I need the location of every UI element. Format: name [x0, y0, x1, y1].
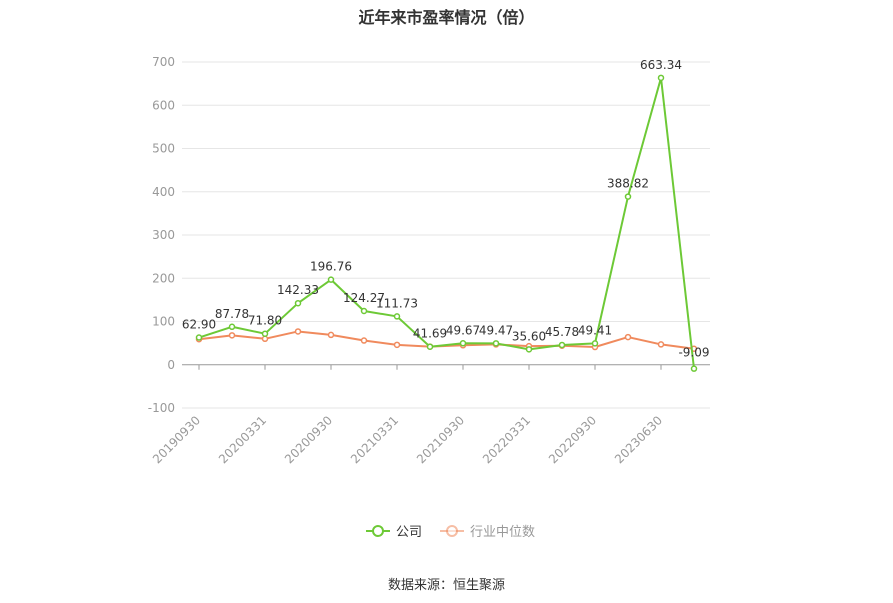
data-label: 35.60 [512, 329, 546, 343]
grid-lines [182, 61, 710, 409]
data-label: 49.47 [479, 323, 513, 337]
data-point-0 [426, 343, 434, 350]
data-point-1 [228, 332, 236, 339]
y-tick-label: 100 [152, 315, 175, 329]
data-point-1 [657, 341, 665, 348]
data-label: 49.67 [446, 323, 480, 337]
data-point-1 [294, 328, 302, 335]
data-point-0 [261, 330, 269, 337]
legend-label: 公司 [396, 525, 422, 540]
x-tick-label: 20200331 [216, 413, 269, 466]
legend-item-1[interactable]: 行业中位数 [440, 525, 535, 540]
data-point-0 [327, 276, 335, 283]
legend-swatch-marker [446, 525, 458, 537]
data-label: 124.27 [343, 291, 385, 305]
x-tick-label: 20190930 [150, 413, 203, 466]
data-point-0 [558, 341, 566, 349]
data-point-0 [228, 323, 236, 331]
data-point-0 [525, 346, 533, 353]
data-point-0 [459, 340, 467, 347]
y-tick-label: 700 [152, 55, 175, 69]
data-point-0 [690, 365, 698, 372]
x-tick-label: 20200930 [282, 413, 335, 466]
x-tick-label: 20230630 [612, 413, 665, 466]
chart-title: 近年来市盈率情况（倍） [358, 8, 535, 27]
data-point-0 [294, 299, 302, 307]
data-label: 111.73 [376, 296, 418, 310]
y-tick-label: 200 [152, 271, 175, 285]
x-tick-label: 20210331 [348, 413, 401, 466]
data-point-1 [360, 337, 368, 344]
legend[interactable]: 公司 行业中位数 [366, 525, 535, 540]
y-tick-label: 300 [152, 228, 175, 242]
data-label: 49.41 [578, 323, 612, 337]
source-note: 数据来源：恒生聚源 [387, 578, 505, 593]
axes: -100 0 100 200 300 400 500 600 700 20190930 202003… [148, 55, 710, 466]
x-tick-label: 20220331 [480, 413, 533, 466]
data-point-0 [393, 313, 401, 320]
data-point-1 [624, 333, 632, 341]
legend-label: 行业中位数 [470, 525, 535, 540]
series-line-0 [198, 76, 695, 369]
data-label: 41.69 [413, 327, 447, 341]
data-point-0 [360, 307, 368, 315]
y-tick-label: 0 [167, 358, 175, 372]
data-label: 87.78 [215, 307, 249, 321]
data-label: 142.33 [277, 283, 319, 297]
legend-item-0[interactable]: 公司 [366, 525, 422, 540]
data-label: 388.82 [607, 177, 649, 191]
data-point-0 [195, 334, 203, 341]
y-tick-label: 600 [152, 98, 175, 112]
data-label: -9.09 [678, 346, 709, 360]
series-layer [195, 74, 698, 372]
data-label: 196.76 [310, 260, 352, 274]
data-label: 62.90 [182, 318, 216, 332]
legend-swatch-marker [372, 525, 384, 537]
x-tick-label: 20220930 [546, 413, 599, 466]
data-label: 71.80 [248, 314, 282, 328]
data-point-0 [657, 74, 665, 82]
y-tick-label: 500 [152, 142, 175, 156]
data-point-1 [327, 331, 335, 339]
data-point-0 [591, 340, 599, 347]
data-point-0 [624, 193, 632, 200]
data-point-0 [492, 340, 500, 347]
y-tick-label: 400 [152, 185, 175, 199]
data-label: 45.78 [545, 325, 579, 339]
data-point-1 [393, 341, 401, 349]
x-tick-label: 20210930 [414, 413, 467, 466]
data-label: 663.34 [640, 58, 682, 72]
data-point-1 [261, 335, 269, 343]
y-tick-label: -100 [148, 401, 175, 415]
